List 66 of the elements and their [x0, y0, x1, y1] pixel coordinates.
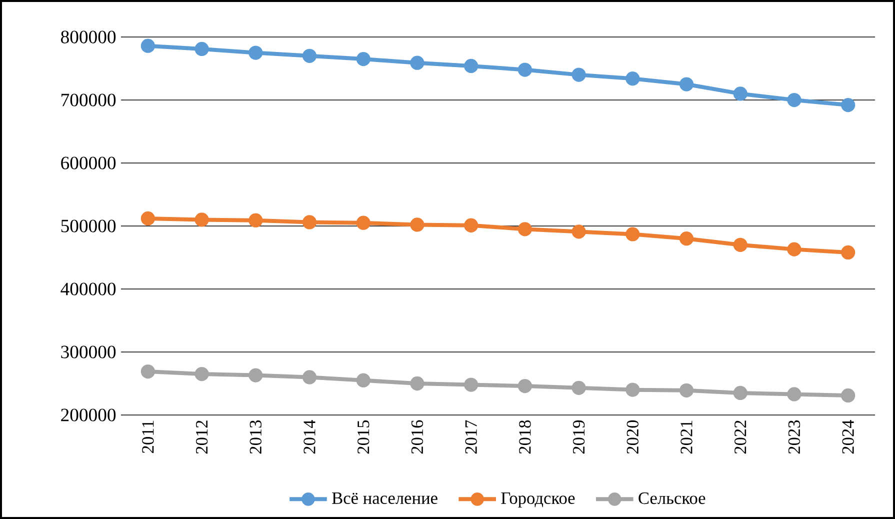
- x-tick-label: 2019: [572, 420, 585, 454]
- x-tick-label: 2011: [142, 420, 154, 453]
- point: [518, 378, 532, 394]
- point: [356, 216, 370, 230]
- point: [733, 86, 748, 101]
- point: [518, 62, 532, 77]
- x-tick-label: 2020: [626, 420, 638, 454]
- x-tick-label: 2012: [196, 420, 208, 454]
- point: [248, 46, 263, 60]
- legend-label: Всё население: [332, 492, 438, 504]
- point: [679, 232, 694, 246]
- point: [248, 213, 263, 228]
- x-tick-label: 2015: [358, 420, 370, 454]
- point: [787, 242, 802, 256]
- point: [140, 364, 155, 379]
- x-tick-label: 2014: [304, 420, 316, 454]
- point: [140, 211, 155, 226]
- point: [356, 373, 370, 388]
- x-tick-label: 2018: [519, 420, 531, 454]
- point: [464, 378, 478, 392]
- point: [841, 98, 856, 112]
- y-tick-label: 500000: [61, 220, 116, 232]
- legend-label: Сельское: [638, 492, 706, 504]
- x-tick-label: 2017: [465, 420, 477, 454]
- point: [841, 245, 856, 260]
- point: [140, 38, 155, 53]
- y-tick-label: 600000: [61, 156, 116, 170]
- point: [464, 218, 478, 232]
- point: [194, 366, 209, 382]
- x-tick-label: 2021: [680, 420, 692, 454]
- point: [572, 68, 586, 82]
- point: [787, 92, 802, 108]
- point: [626, 227, 640, 242]
- point: [787, 387, 802, 402]
- x-tick-label: 2016: [411, 420, 424, 454]
- point: [302, 48, 317, 63]
- point: [626, 382, 640, 397]
- point: [626, 72, 640, 86]
- x-tick-label: 2022: [734, 420, 746, 454]
- point: [356, 52, 370, 66]
- y-tick-label: 800000: [61, 30, 116, 44]
- point: [572, 224, 586, 239]
- point: [302, 370, 317, 384]
- y-tick-label: 400000: [60, 282, 116, 296]
- point: [410, 376, 424, 391]
- y-tick-label: 200000: [61, 408, 116, 422]
- point: [248, 368, 263, 382]
- point: [464, 58, 478, 74]
- point: [518, 222, 532, 236]
- point: [733, 238, 748, 252]
- x-tick-label: 2024: [842, 420, 854, 454]
- point: [194, 212, 209, 227]
- point: [679, 77, 694, 92]
- y-tick-label: 300000: [61, 346, 116, 358]
- legend-label: Городское: [501, 492, 575, 508]
- point: [302, 215, 317, 230]
- x-tick-label: 2023: [788, 420, 800, 454]
- point: [410, 56, 424, 70]
- point: [194, 42, 209, 56]
- point: [841, 388, 856, 403]
- y-tick-label: 700000: [62, 94, 116, 106]
- point: [572, 380, 586, 395]
- point: [410, 218, 424, 232]
- x-tick-label: 2013: [250, 420, 262, 454]
- point: [733, 386, 748, 400]
- point: [679, 383, 694, 398]
